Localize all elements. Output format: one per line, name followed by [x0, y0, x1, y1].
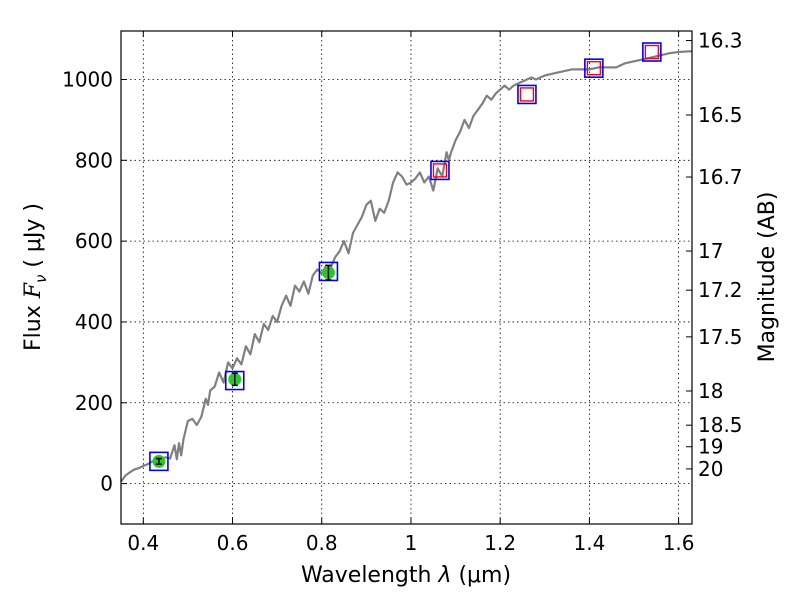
mag-tick-label: 16.5 — [698, 103, 743, 127]
model-point — [517, 84, 537, 105]
x-tick-label: 1 — [405, 531, 418, 555]
model-point — [224, 370, 245, 391]
predicted-point — [586, 60, 602, 76]
mag-tick-label: 17.5 — [698, 325, 743, 349]
mag-tick-label: 17.2 — [698, 278, 743, 302]
mag-tick-label: 16.3 — [698, 28, 743, 52]
x-tick-label: 1.6 — [663, 531, 695, 555]
x-axis-title: Wavelength λ (μm) — [301, 563, 511, 588]
y-tick-label: 800 — [75, 148, 113, 172]
y-tick-label: 1000 — [62, 67, 113, 91]
predicted-point — [432, 163, 448, 178]
y-tick-label: 200 — [75, 391, 113, 415]
mag-tick-label: 19 — [698, 435, 723, 459]
grid — [121, 31, 692, 524]
axis-ticks: 0.4 0.6 0.8 1 1.2 1.4 1.6 0 200 400 600 800 1000 16.3… — [62, 28, 742, 555]
predicted-point — [644, 44, 660, 60]
mag-tick-label: 18.5 — [698, 413, 743, 437]
x-tick-label: 1.2 — [484, 531, 516, 555]
predicted-point — [519, 87, 535, 102]
y-axis-title: Flux Fν ( μJy ) — [21, 203, 50, 351]
model-point — [430, 160, 450, 181]
y-tick-label: 600 — [75, 229, 113, 253]
model-point — [149, 451, 169, 472]
mag-tick-label: 20 — [698, 457, 723, 481]
x-tick-label: 0.8 — [306, 531, 338, 555]
y2-axis-title: Magnitude (AB) — [755, 192, 780, 363]
mag-tick-label: 16.7 — [698, 165, 743, 189]
y-tick-label: 0 — [100, 472, 113, 496]
x-tick-label: 1.4 — [573, 531, 605, 555]
mag-tick-label: 18 — [698, 379, 723, 403]
x-tick-label: 0.6 — [217, 531, 249, 555]
spectrum-line — [120, 50, 693, 483]
y-tick-label: 400 — [75, 310, 113, 334]
mag-tick-label: 17 — [698, 239, 723, 263]
x-tick-label: 0.4 — [127, 531, 159, 555]
model-point — [642, 42, 662, 62]
data-series — [120, 42, 693, 483]
model-point — [584, 58, 604, 78]
plot-frame — [120, 30, 693, 525]
